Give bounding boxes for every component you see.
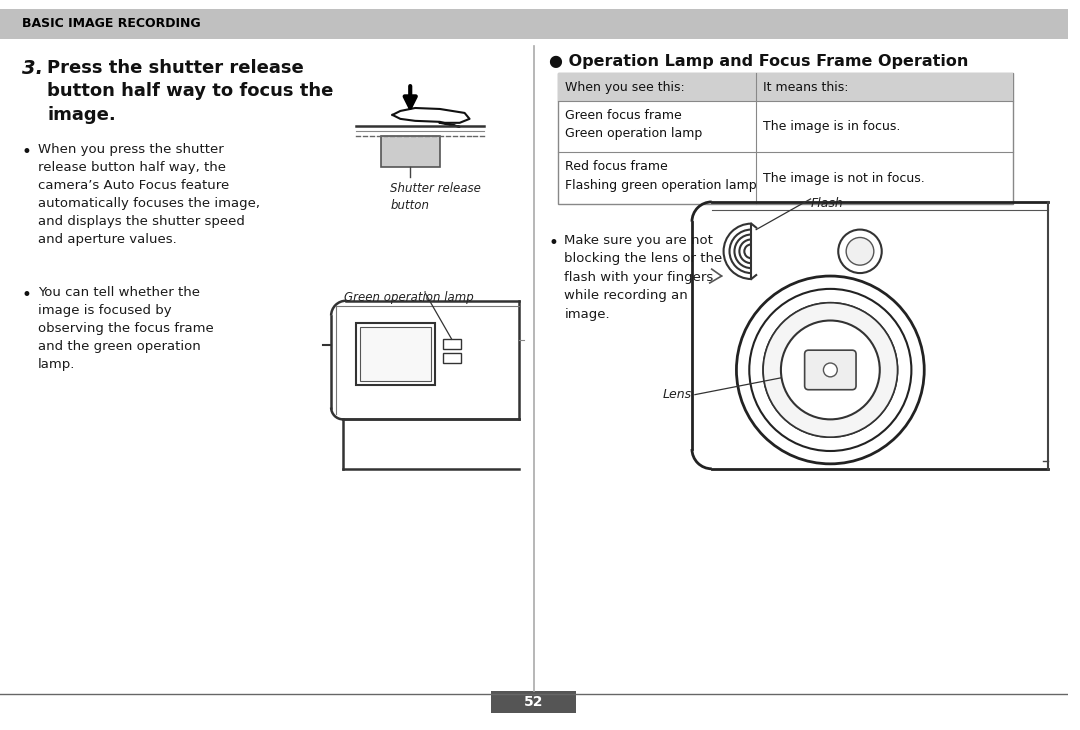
- Text: Green focus frame
Green operation lamp: Green focus frame Green operation lamp: [566, 109, 703, 140]
- Circle shape: [846, 237, 874, 265]
- Bar: [558, 74, 1013, 101]
- Text: It means this:: It means this:: [764, 81, 849, 93]
- Text: You can tell whether the
image is focused by
observing the focus frame
and the g: You can tell whether the image is focuse…: [38, 286, 214, 371]
- Bar: [360, 328, 431, 381]
- Text: Press the shutter release
button half way to focus the
image.: Press the shutter release button half wa…: [48, 58, 334, 124]
- Text: 52: 52: [524, 695, 543, 709]
- Text: •: •: [549, 234, 558, 252]
- Bar: [443, 353, 461, 363]
- Text: •: •: [22, 142, 31, 161]
- Bar: [0, 9, 1067, 39]
- Text: Flash: Flash: [811, 197, 843, 210]
- Text: When you press the shutter
release button half way, the
camera’s Auto Focus feat: When you press the shutter release butto…: [38, 142, 259, 245]
- Text: Green operation lamp: Green operation lamp: [345, 291, 474, 304]
- Text: BASIC IMAGE RECORDING: BASIC IMAGE RECORDING: [22, 18, 201, 31]
- Text: When you see this:: When you see this:: [566, 81, 685, 93]
- Bar: [355, 323, 435, 385]
- Bar: [380, 136, 440, 167]
- Circle shape: [781, 320, 880, 419]
- Text: The image is in focus.: The image is in focus.: [764, 120, 901, 134]
- FancyBboxPatch shape: [805, 350, 856, 390]
- Circle shape: [823, 363, 837, 377]
- Circle shape: [764, 303, 897, 437]
- Text: Make sure you are not
blocking the lens or the
flash with your fingers
while rec: Make sure you are not blocking the lens …: [565, 234, 723, 320]
- Text: ● Operation Lamp and Focus Frame Operation: ● Operation Lamp and Focus Frame Operati…: [549, 53, 968, 69]
- Circle shape: [838, 229, 881, 273]
- Text: The image is not in focus.: The image is not in focus.: [764, 172, 924, 185]
- Bar: [491, 691, 577, 713]
- Text: Red focus frame
Flashing green operation lamp: Red focus frame Flashing green operation…: [566, 161, 757, 192]
- Bar: [558, 74, 1013, 204]
- Text: Lens: Lens: [663, 388, 692, 402]
- Bar: [443, 339, 461, 349]
- Text: Shutter release
button: Shutter release button: [391, 182, 482, 212]
- Text: 3.: 3.: [22, 58, 43, 77]
- Text: •: •: [22, 286, 31, 304]
